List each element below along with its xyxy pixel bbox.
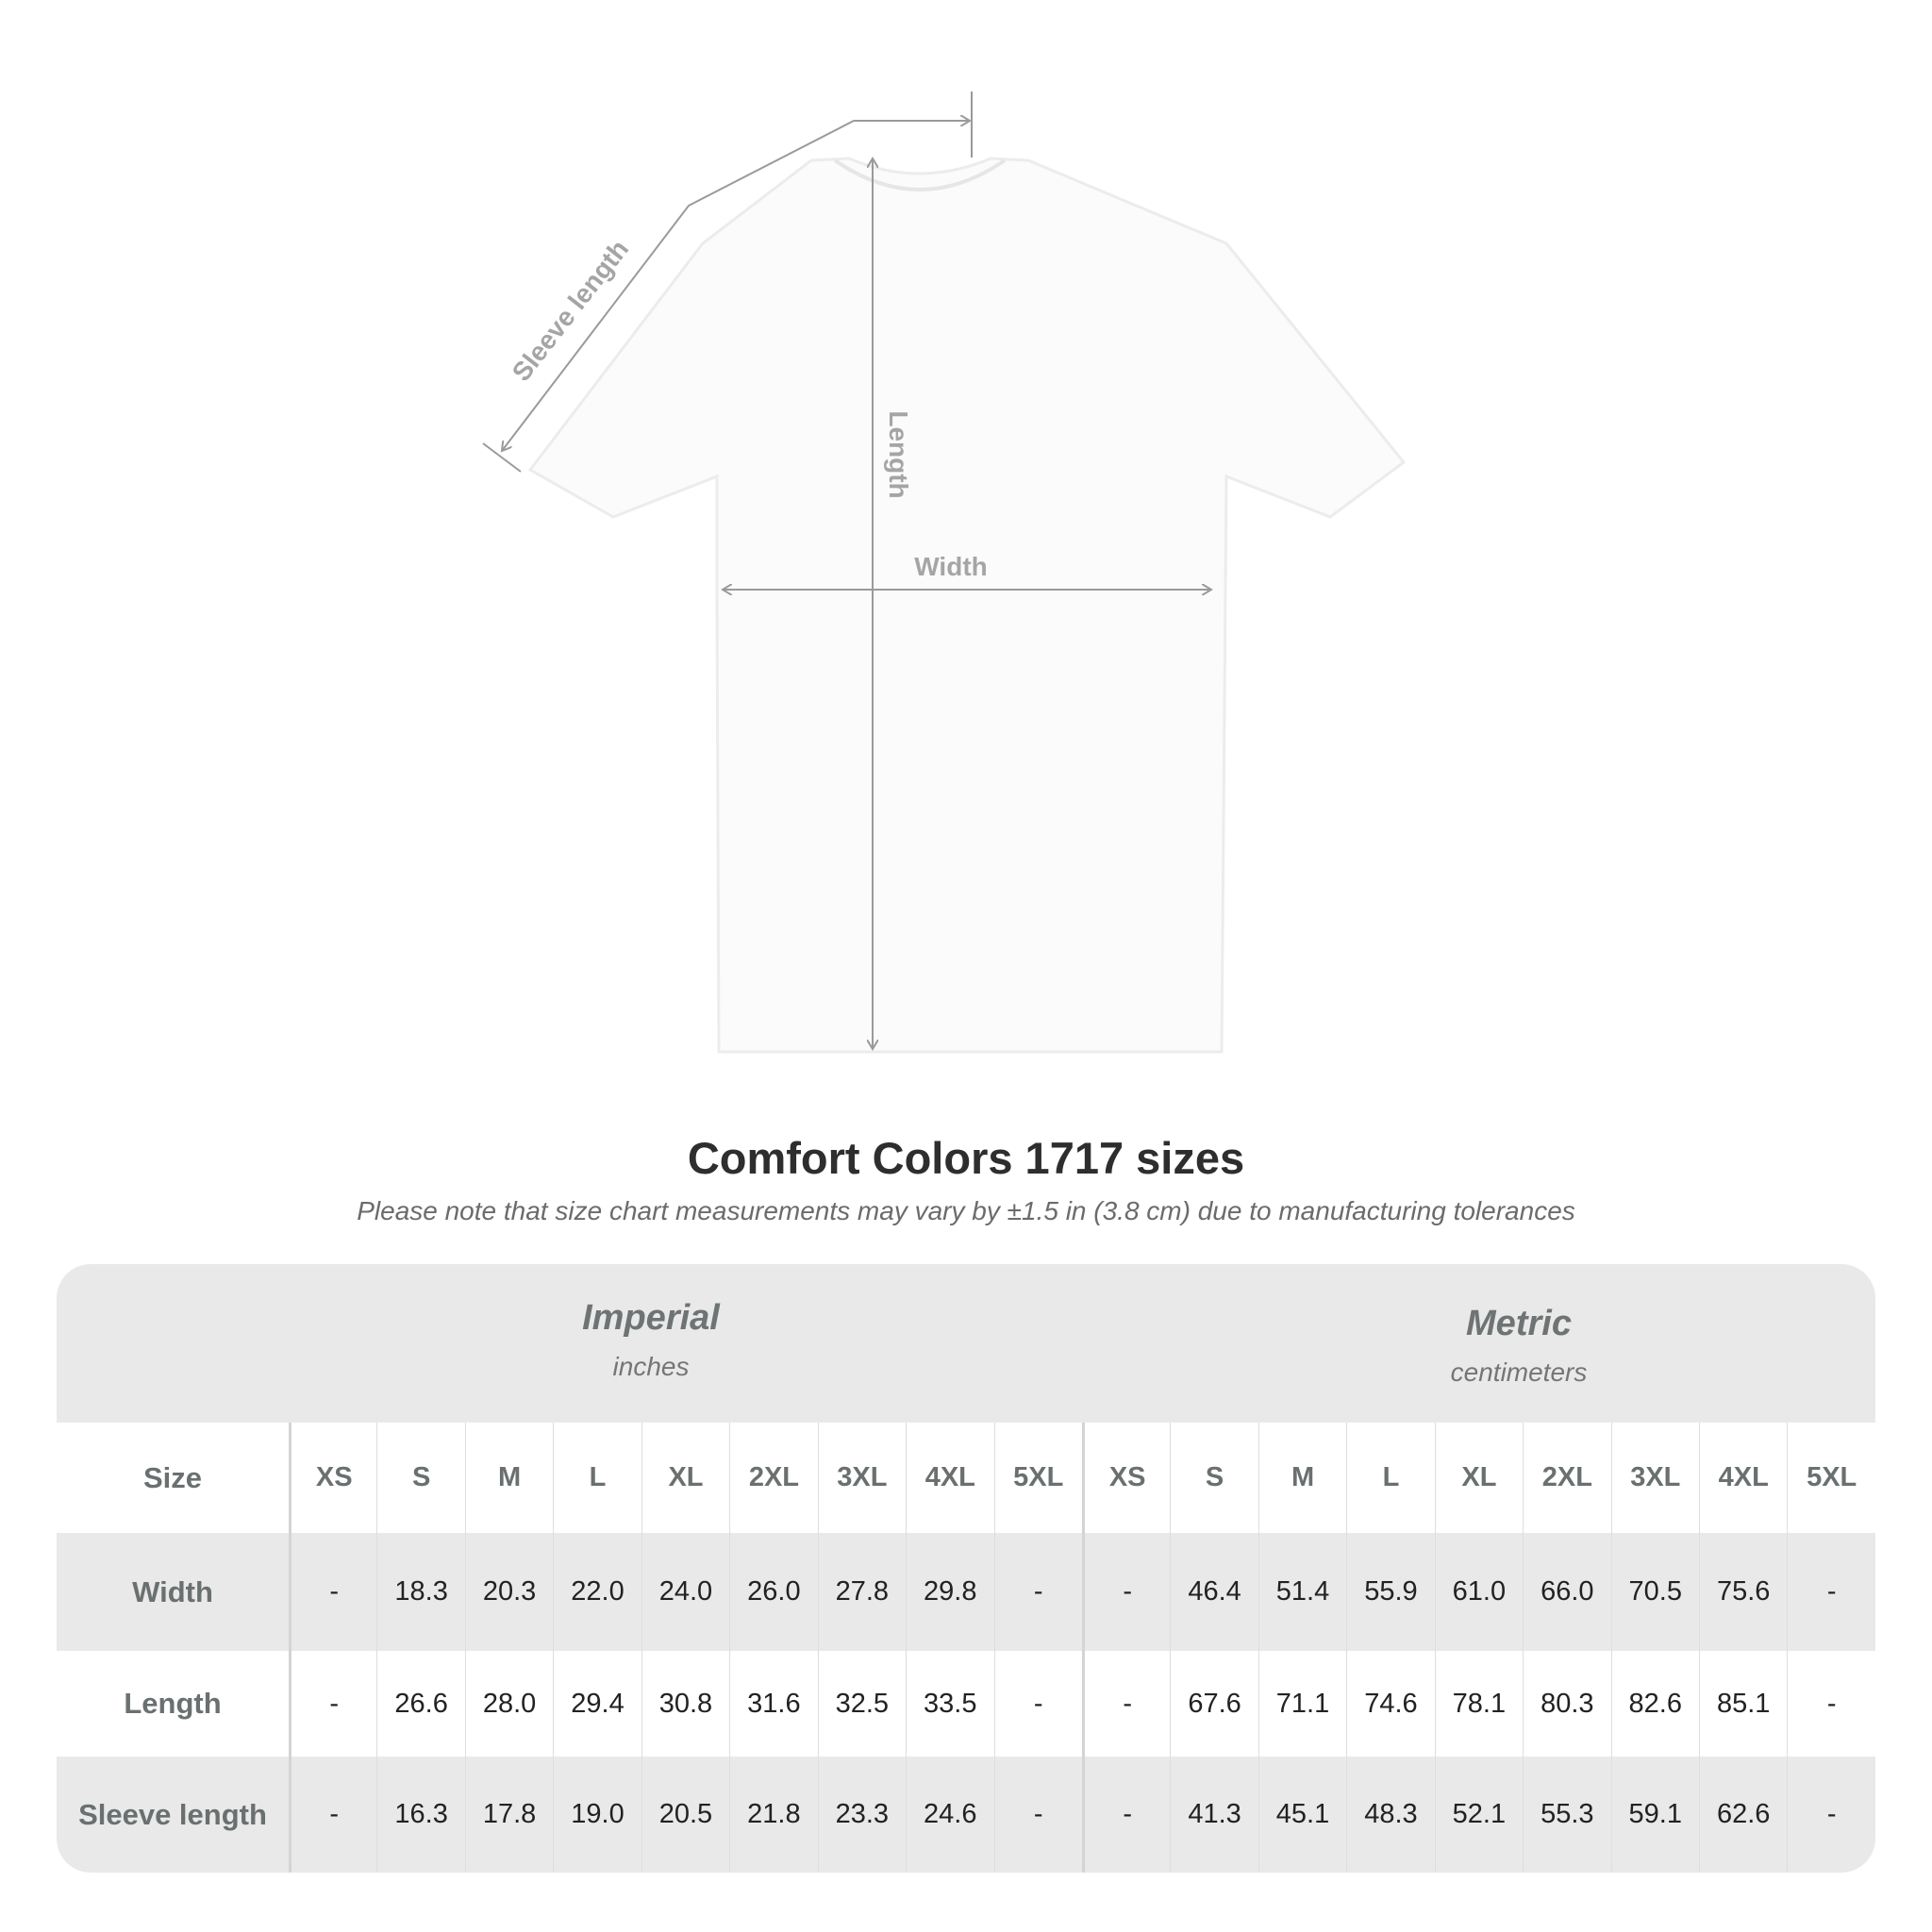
size-metric-xs: XS [1081,1423,1170,1533]
metric-value: - [1081,1533,1170,1651]
size-metric-m: M [1257,1423,1346,1533]
imperial-value: 29.8 [906,1533,993,1651]
imperial-value: 21.8 [729,1757,817,1873]
metric-value: 70.5 [1610,1533,1699,1651]
tolerance-note: Please note that size chart measurements… [357,1196,1575,1225]
tshirt-diagram: Sleeve length Length Width [482,92,1407,1054]
imperial-value: 19.0 [553,1757,641,1873]
table-row: Width -18.3 20.3 22.0 24.0 26.0 27.8 29.8- -46.4… [57,1533,1875,1651]
size-imperial-3xl: 3XL [817,1423,906,1533]
imperial-value: - [993,1757,1082,1873]
imperial-value: - [289,1757,376,1873]
imperial-value: 30.8 [641,1651,729,1757]
imperial-value: - [289,1651,376,1757]
size-imperial-m: M [464,1423,553,1533]
metric-value: 48.3 [1346,1757,1434,1873]
imperial-value: 31.6 [729,1651,817,1757]
metric-value: 46.4 [1170,1533,1257,1651]
metric-header: Metric centimeters [1450,1304,1588,1387]
imperial-value: 22.0 [553,1533,641,1651]
metric-value: - [1081,1757,1170,1873]
metric-value: 55.9 [1346,1533,1434,1651]
imperial-value: 18.3 [376,1533,464,1651]
table-row: Length -26.6 28.0 29.4 30.8 31.6 32.5 33.5- -67.… [57,1651,1875,1757]
metric-value: 74.6 [1346,1651,1434,1757]
metric-value: 71.1 [1257,1651,1346,1757]
length-label: Length [884,410,913,498]
row-label: Width [132,1574,213,1608]
metric-value: 80.3 [1523,1651,1610,1757]
metric-value: - [1787,1533,1874,1651]
size-imperial-l: L [553,1423,641,1533]
size-imperial-2xl: 2XL [729,1423,817,1533]
metric-value: 85.1 [1699,1651,1787,1757]
imperial-value: 20.3 [464,1533,553,1651]
metric-value: - [1787,1757,1874,1873]
size-metric-s: S [1170,1423,1257,1533]
imperial-value: - [289,1533,376,1651]
imperial-value: 32.5 [817,1651,906,1757]
size-imperial-5xl: 5XL [993,1423,1082,1533]
imperial-value: 29.4 [553,1651,641,1757]
metric-value: 41.3 [1170,1757,1257,1873]
imperial-value: 26.6 [376,1651,464,1757]
imperial-value: 26.0 [729,1533,817,1651]
size-imperial-xl: XL [641,1423,729,1533]
imperial-value: 17.8 [464,1757,553,1873]
metric-value: 78.1 [1434,1651,1523,1757]
unit-header-band [57,1264,1875,1423]
size-metric-l: L [1346,1423,1434,1533]
metric-value: 55.3 [1523,1757,1610,1873]
metric-value: 66.0 [1523,1533,1610,1651]
imperial-value: 24.0 [641,1533,729,1651]
metric-value: 45.1 [1257,1757,1346,1873]
metric-value: 75.6 [1699,1533,1787,1651]
imperial-value: 20.5 [641,1757,729,1873]
metric-value: 62.6 [1699,1757,1787,1873]
imperial-value: 23.3 [817,1757,906,1873]
row-label: Sleeve length [78,1797,267,1831]
size-metric-5xl: 5XL [1787,1423,1874,1533]
size-imperial-s: S [376,1423,464,1533]
metric-value: 51.4 [1257,1533,1346,1651]
imperial-value: 27.8 [817,1533,906,1651]
imperial-value: 28.0 [464,1651,553,1757]
metric-value: - [1081,1651,1170,1757]
size-imperial-4xl: 4XL [906,1423,993,1533]
row-label: Length [124,1687,222,1720]
metric-value: - [1787,1651,1874,1757]
page-title: Comfort Colors 1717 sizes [687,1133,1245,1183]
size-metric-3xl: 3XL [1610,1423,1699,1533]
width-label: Width [914,552,988,581]
imperial-header: Imperial inches [582,1298,720,1381]
size-label: Size [142,1460,203,1494]
size-metric-xl: XL [1434,1423,1523,1533]
metric-value: 82.6 [1610,1651,1699,1757]
size-header-row: Size XS S M L XL 2XL 3XL 4XL 5XL XS S M L XL 2XL 3XL 4XL 5… [57,1423,1875,1533]
imperial-value: 16.3 [376,1757,464,1873]
size-table: Imperial inches Metric centimeters Size X… [57,1264,1875,1873]
metric-value: 52.1 [1434,1757,1523,1873]
tshirt-image [527,157,1407,1054]
metric-value: 67.6 [1170,1651,1257,1757]
imperial-value: - [993,1651,1082,1757]
metric-value: 59.1 [1610,1757,1699,1873]
sleeve-arrow [502,121,970,451]
size-metric-4xl: 4XL [1699,1423,1787,1533]
metric-value: 61.0 [1434,1533,1523,1651]
size-imperial-xs: XS [289,1423,376,1533]
imperial-value: 33.5 [906,1651,993,1757]
imperial-value: - [993,1533,1082,1651]
table-row: Sleeve length -16.3 17.8 19.0 20.5 21.8 23.3 24… [57,1757,1875,1873]
imperial-value: 24.6 [906,1757,993,1873]
size-metric-2xl: 2XL [1523,1423,1610,1533]
